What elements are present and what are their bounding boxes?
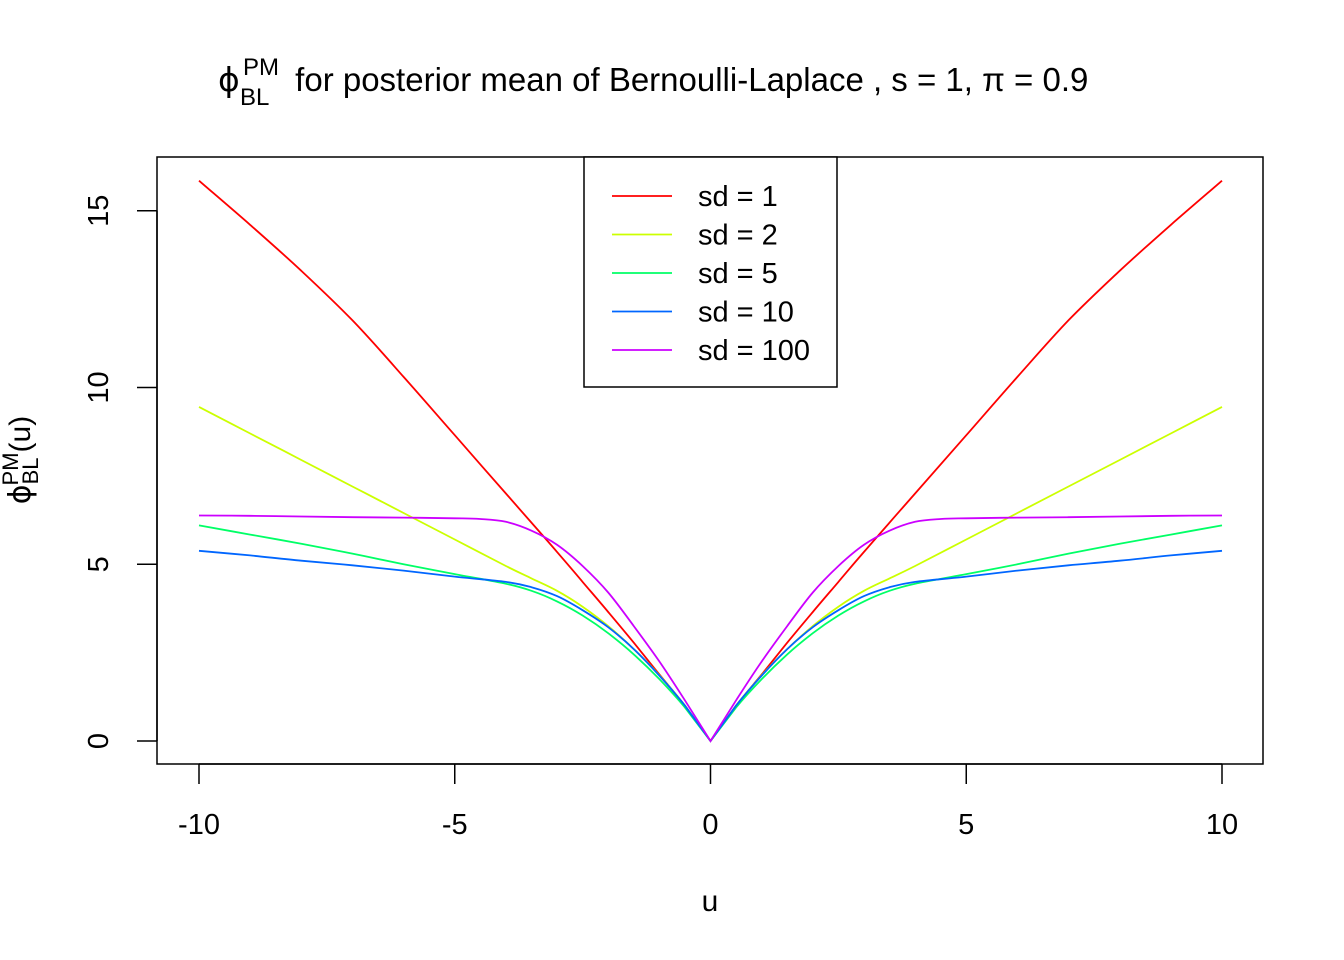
legend: sd = 1 sd = 2 sd = 5 sd = 10 sd = 100 bbox=[583, 156, 838, 388]
legend-label: sd = 100 bbox=[698, 335, 810, 367]
chart-title-sub: BL bbox=[240, 84, 269, 111]
x-tick-label: 5 bbox=[958, 809, 974, 841]
x-axis: -10 -5 0 5 10 bbox=[178, 763, 1238, 841]
chart-title: ϕ PM BL for posterior mean of Bernoulli-La… bbox=[218, 54, 1088, 111]
series-line-5 bbox=[198, 514, 1223, 743]
series-line-3 bbox=[198, 524, 1223, 743]
x-axis-label: u bbox=[702, 885, 719, 918]
legend-label: sd = 2 bbox=[698, 220, 778, 252]
y-tick-label: 5 bbox=[83, 556, 115, 572]
svg-text:ϕBLPM(u): ϕBLPM(u) bbox=[0, 416, 43, 504]
y-axis-label: ϕBLPM(u) bbox=[0, 416, 43, 504]
legend-label: sd = 1 bbox=[698, 181, 778, 213]
y-tick-label: 15 bbox=[83, 195, 115, 227]
y-tick-label: 0 bbox=[83, 733, 115, 749]
x-tick-label: 10 bbox=[1206, 809, 1238, 841]
y-axis-label-phi: ϕ bbox=[3, 484, 38, 504]
x-tick-label: 0 bbox=[702, 809, 718, 841]
series-line-2 bbox=[198, 406, 1223, 743]
legend-label: sd = 5 bbox=[698, 258, 778, 290]
chart-title-phi: ϕ bbox=[218, 60, 240, 99]
series-layer bbox=[198, 180, 1223, 743]
y-axis-label-sup: PM bbox=[0, 452, 23, 485]
y-tick-label: 10 bbox=[83, 371, 115, 403]
y-axis-label-sub: BL bbox=[18, 457, 43, 484]
x-tick-label: -10 bbox=[178, 809, 220, 841]
y-axis: 0 5 10 15 bbox=[83, 195, 158, 749]
legend-label: sd = 10 bbox=[698, 297, 794, 329]
y-axis-label-rest: (u) bbox=[4, 416, 37, 453]
x-tick-label: -5 bbox=[442, 809, 468, 841]
series-line-4 bbox=[198, 549, 1223, 743]
chart-title-rest: for posterior mean of Bernoulli-Laplace … bbox=[286, 61, 1088, 98]
chart-title-sup: PM bbox=[243, 54, 279, 81]
